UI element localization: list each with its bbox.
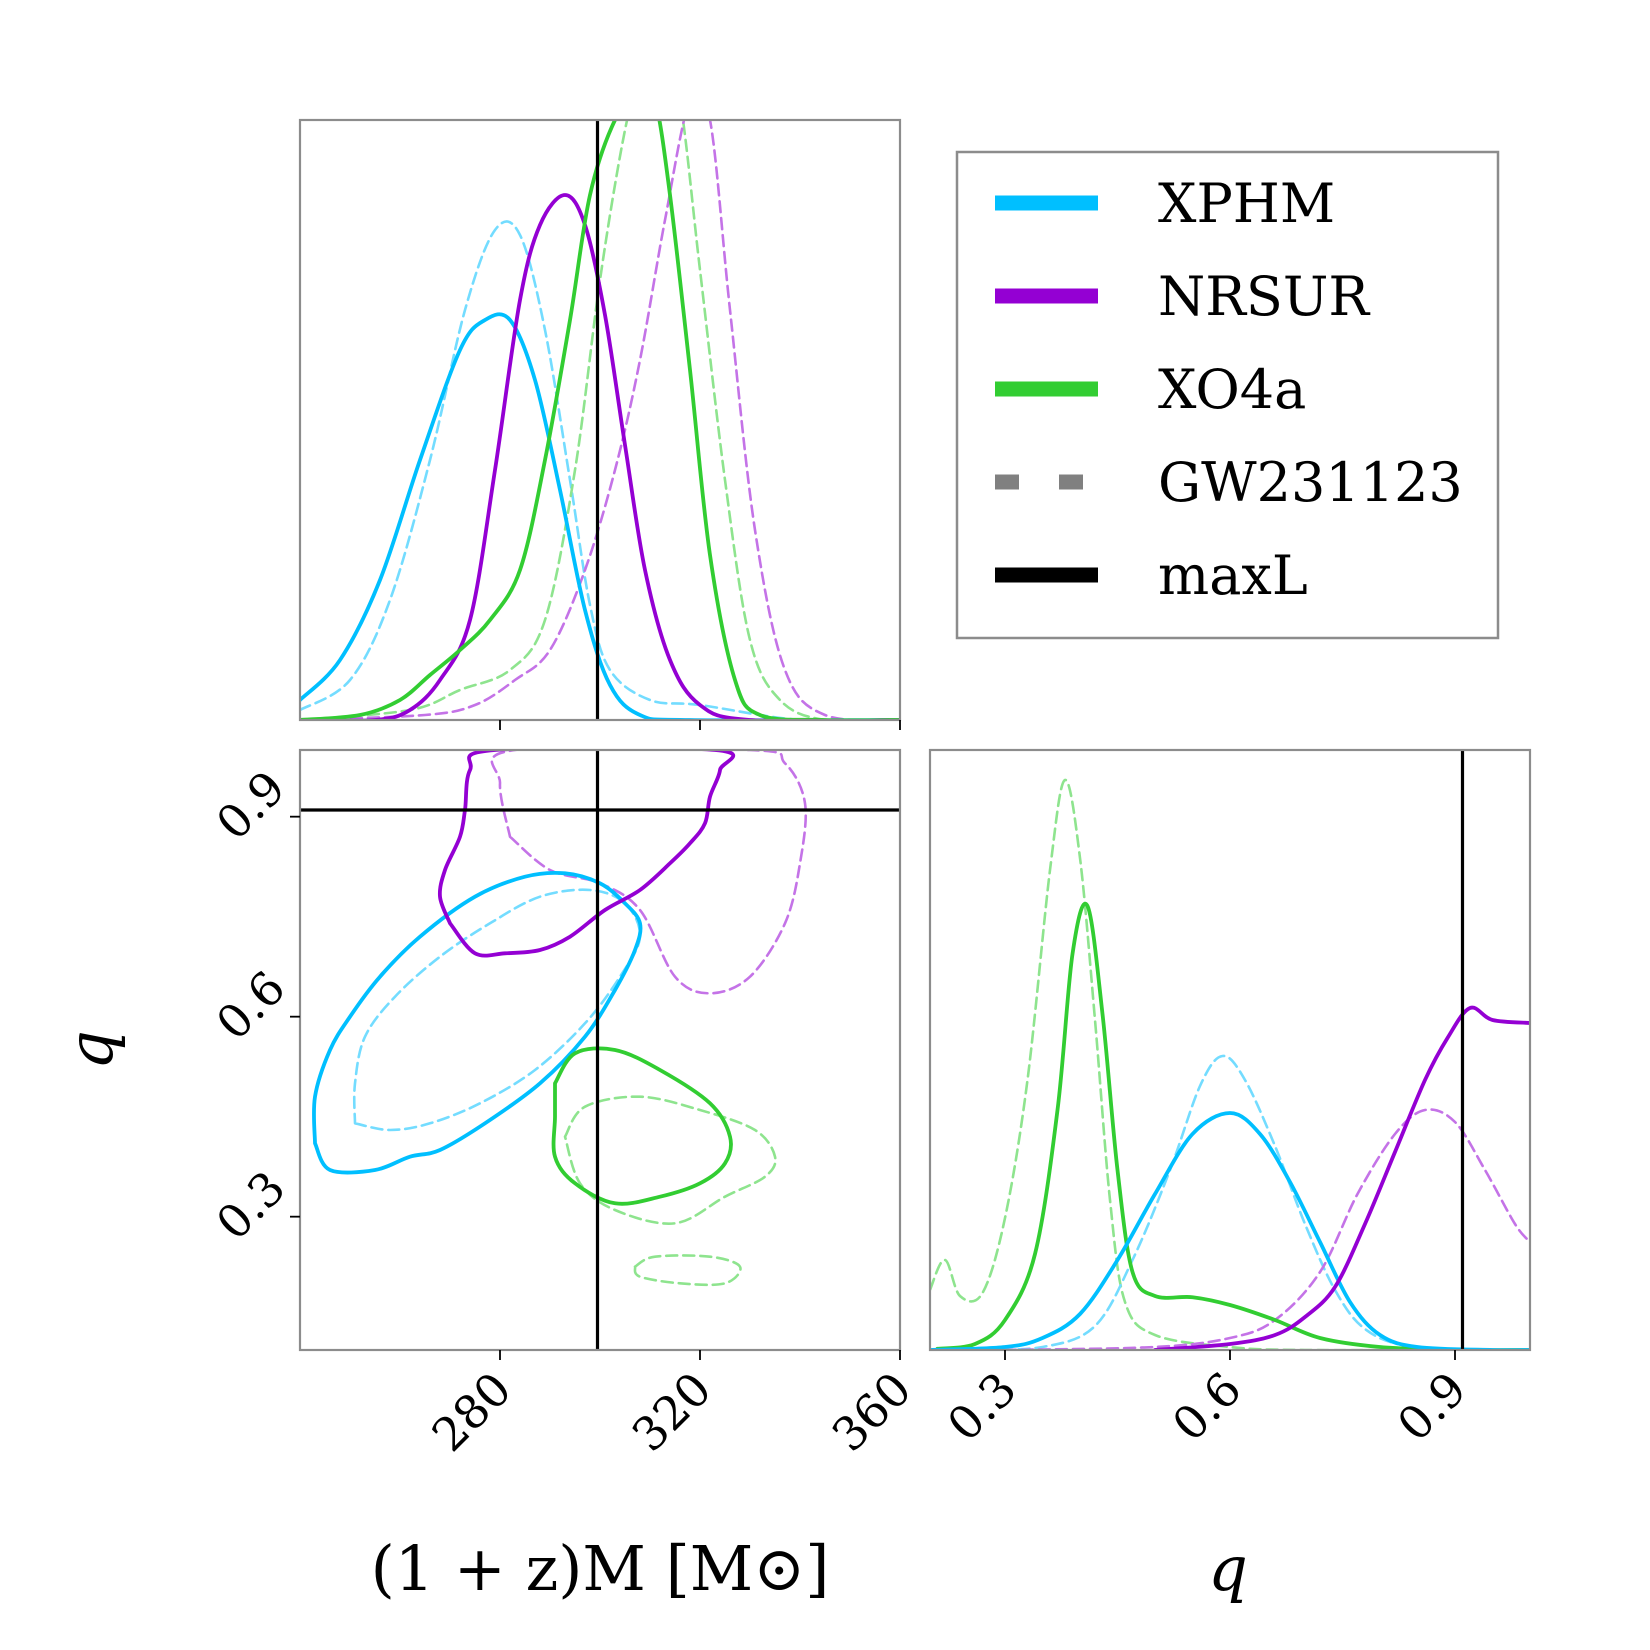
- y-tick-label: 0.3: [206, 1160, 296, 1250]
- xo4a-gw231123-contour: [563, 1095, 777, 1225]
- y-tick-label: 0.9: [206, 760, 296, 850]
- xo4a-gw231123-contour: [633, 1254, 742, 1287]
- legend-label: maxL: [1158, 544, 1308, 607]
- panel-q-1d: 0.3 0.6 0.9: [928, 748, 1532, 1452]
- legend-label: NRSUR: [1158, 265, 1370, 328]
- legend-item-nrsur: NRSUR: [995, 265, 1370, 328]
- xo4a-curve: [935, 901, 1530, 1350]
- xo4a-gw231123-curve: [300, 120, 900, 720]
- legend-label: XPHM: [1158, 172, 1335, 235]
- frame-joint-2d: [298, 748, 902, 1352]
- y-axis-title-q: q: [54, 1030, 127, 1070]
- panel-mass-1d: [298, 118, 902, 730]
- panel-joint-2d: 280 320 360 0.3 0.6 0.9: [206, 748, 922, 1462]
- nrsur-gw231123-contour: [490, 750, 808, 995]
- legend-item-gw231123: GW231123: [995, 451, 1463, 514]
- nrsur-curve: [300, 193, 900, 720]
- xphm-gw231123-curve: [966, 1054, 1530, 1350]
- xo4a-gw231123-curve: [930, 778, 1530, 1350]
- x-tick-label: 280: [422, 1362, 522, 1462]
- nrsur-gw231123-curve: [1003, 1108, 1530, 1350]
- nrsur-contour: [437, 750, 736, 958]
- legend-label: GW231123: [1158, 451, 1463, 514]
- y-tick-label: 0.6: [206, 960, 296, 1050]
- xphm-curve: [300, 312, 900, 720]
- nrsur-curve: [1153, 1005, 1530, 1350]
- xphm-contour: [312, 870, 643, 1175]
- nrsur-gw231123-curve: [300, 120, 900, 720]
- x-tick-label: 320: [622, 1362, 722, 1462]
- legend-item-maxl: maxL: [995, 544, 1308, 607]
- x-axis-title-mass: (1 + z)M [M⊙]: [371, 1532, 830, 1605]
- xphm-gw231123-contour: [352, 888, 642, 1132]
- xo4a-contour: [551, 1046, 733, 1206]
- legend: XPHM NRSUR XO4a GW231123 maxL: [955, 150, 1500, 640]
- legend-item-xo4a: XO4a: [995, 358, 1306, 421]
- legend-label: XO4a: [1158, 358, 1306, 421]
- frame-mass-1d: [298, 118, 902, 722]
- legend-item-xphm: XPHM: [995, 172, 1335, 235]
- x-tick-label: 0.6: [1162, 1362, 1252, 1452]
- x-axis-title-q: q: [1208, 1532, 1248, 1605]
- xphm-curve: [930, 1111, 1530, 1350]
- x-tick-label: 0.9: [1387, 1362, 1477, 1452]
- x-tick-label: 360: [822, 1362, 922, 1462]
- xo4a-curve: [300, 120, 900, 720]
- x-tick-label: 0.3: [937, 1362, 1027, 1452]
- xphm-gw231123-curve: [300, 220, 900, 720]
